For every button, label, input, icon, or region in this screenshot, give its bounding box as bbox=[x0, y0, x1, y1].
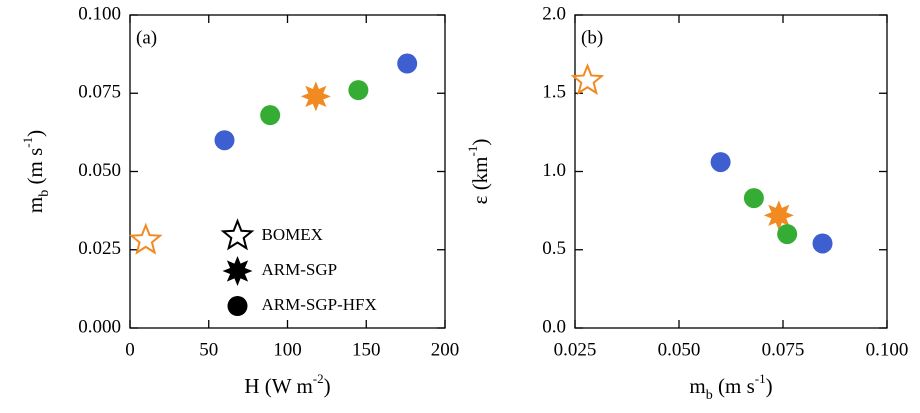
axis-label: mb (m s-1) bbox=[20, 130, 51, 213]
axis-label: H (W m-2) bbox=[244, 371, 330, 397]
legend-text: ARM-SGP bbox=[262, 260, 338, 279]
axis-label-part: (m s bbox=[23, 148, 47, 190]
axis-label-part: (m s bbox=[713, 374, 755, 398]
y-tick-label: 0.5 bbox=[542, 238, 566, 259]
x-tick-label: 0 bbox=[125, 339, 135, 360]
y-tick-label: 1.5 bbox=[542, 82, 566, 103]
x-tick-label: 100 bbox=[273, 339, 302, 360]
point bbox=[260, 105, 281, 126]
axis-label-part: -1 bbox=[20, 137, 35, 148]
panel-label: (a) bbox=[136, 27, 157, 48]
axis-label: ε (km-1) bbox=[465, 139, 491, 205]
y-tick-label: 0.025 bbox=[78, 238, 121, 259]
y-tick-label: 0.050 bbox=[78, 160, 121, 181]
axis-label-part: H (W m bbox=[244, 374, 312, 398]
axis-label: mb (m s-1) bbox=[689, 371, 772, 402]
axis-label-part: -1 bbox=[465, 146, 480, 157]
point bbox=[763, 200, 794, 231]
plot-frame bbox=[574, 14, 888, 329]
axis-label-part: m bbox=[23, 197, 47, 213]
axis-label-part: m bbox=[689, 374, 705, 398]
point bbox=[812, 233, 833, 254]
y-tick-label: 0.075 bbox=[78, 82, 121, 103]
y-tick-label: 0.100 bbox=[78, 3, 121, 24]
y-tick-label: 0.000 bbox=[78, 316, 121, 337]
point bbox=[397, 53, 418, 74]
legend-marker bbox=[222, 256, 253, 286]
x-tick-label: 50 bbox=[199, 339, 218, 360]
axis-label-part: b bbox=[37, 190, 52, 197]
point bbox=[777, 224, 798, 245]
x-tick-label: 0.025 bbox=[554, 339, 597, 360]
axis-label-part: ) bbox=[23, 130, 47, 137]
axis-label-part: ) bbox=[468, 139, 492, 146]
legend-text: BOMEX bbox=[262, 225, 323, 244]
axis-label-part: -2 bbox=[313, 371, 324, 386]
axis-label-part: ) bbox=[766, 374, 773, 398]
point bbox=[214, 130, 235, 151]
x-tick-label: 200 bbox=[431, 339, 460, 360]
y-tick-label: 1.0 bbox=[542, 160, 566, 181]
point bbox=[710, 152, 731, 173]
x-tick-label: 0.075 bbox=[762, 339, 805, 360]
point bbox=[743, 188, 764, 209]
axis-label-part: ) bbox=[324, 374, 331, 398]
point bbox=[348, 80, 369, 101]
legend-marker bbox=[220, 218, 255, 251]
y-tick-label: 2.0 bbox=[542, 3, 566, 24]
x-tick-label: 0.100 bbox=[866, 339, 909, 360]
axis-label-part: ε (km bbox=[468, 156, 492, 204]
x-tick-label: 0.050 bbox=[658, 339, 701, 360]
axis-label-part: b bbox=[706, 388, 713, 403]
panel-label: (b) bbox=[581, 27, 603, 48]
point bbox=[300, 81, 331, 112]
legend-text: ARM-SGP-HFX bbox=[262, 295, 377, 314]
x-tick-label: 150 bbox=[352, 339, 381, 360]
axis-label-part: -1 bbox=[755, 371, 766, 386]
legend-marker bbox=[227, 296, 248, 316]
point bbox=[570, 62, 605, 96]
point bbox=[128, 222, 163, 255]
y-tick-label: 0.0 bbox=[542, 316, 566, 337]
